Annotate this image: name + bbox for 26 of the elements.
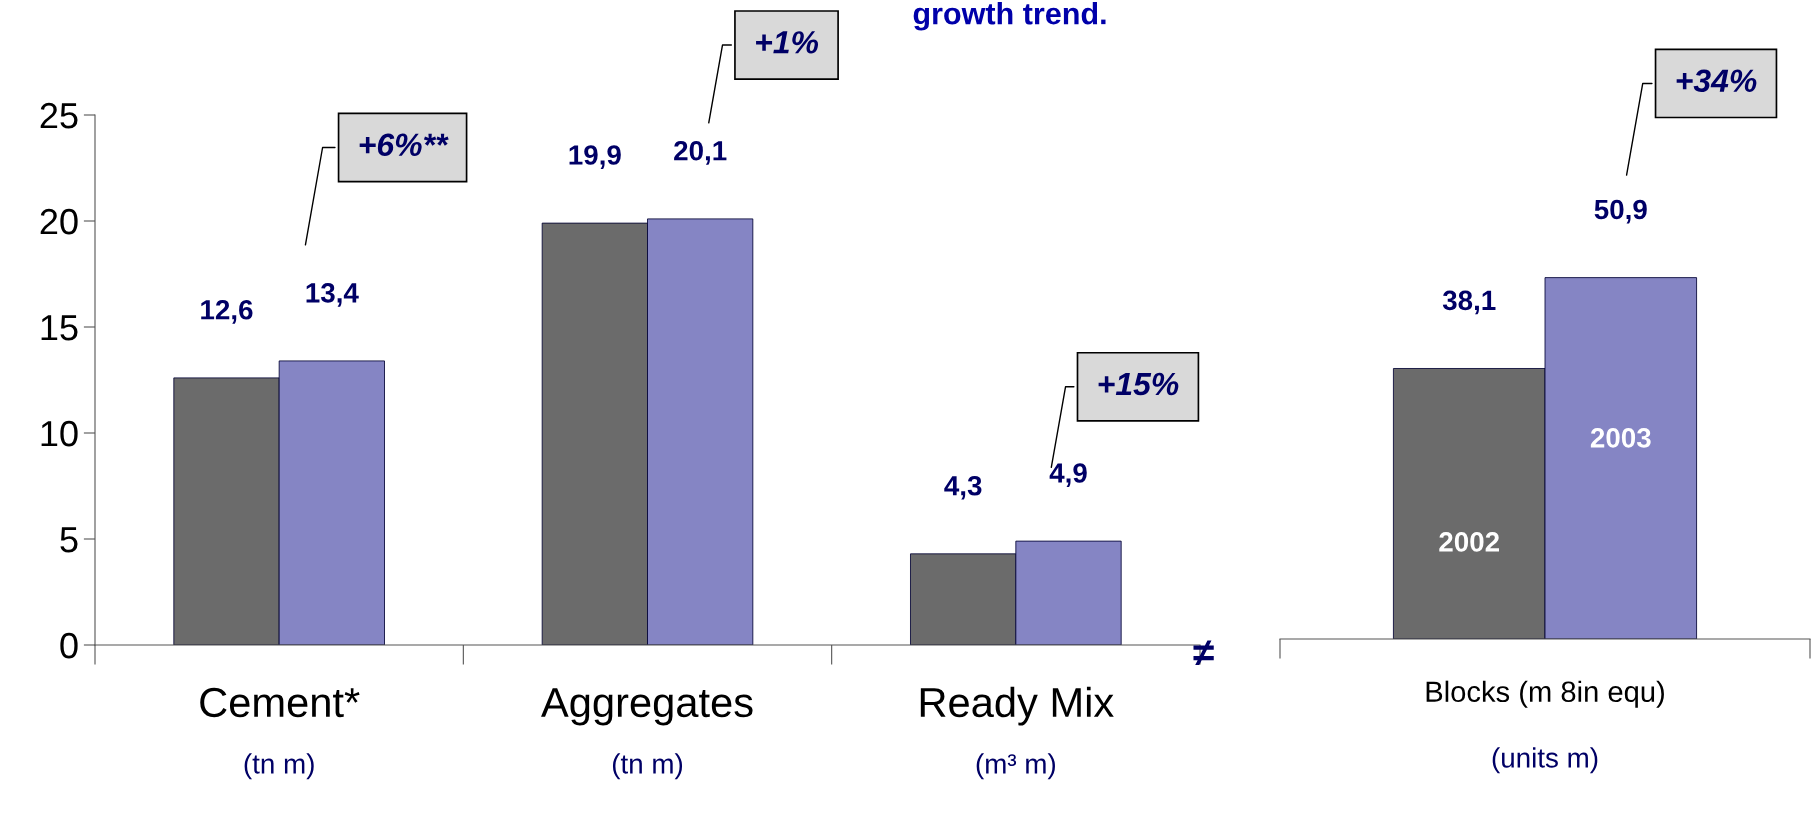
text: +34% [1676, 69, 1757, 93]
x-tick-label: Aggregates (tn m) [541, 688, 753, 780]
y-tick-label: 0 [60, 632, 78, 659]
data-label: 4,3 [944, 475, 982, 500]
data-label: 20,1 [674, 140, 727, 165]
series-label: 2002 [1439, 532, 1499, 552]
text: growth trend. [913, 2, 1106, 31]
data-label: 13,4 [306, 282, 359, 307]
y-tick-label: 20 [40, 208, 78, 235]
y-tick-label: 15 [41, 315, 78, 341]
x-tick-label: Cement* (tn m) [200, 687, 360, 780]
data-label: 4,9 [1049, 463, 1087, 487]
data-label: 19,9 [569, 145, 621, 169]
text: +1% [756, 31, 819, 54]
y-tick-label: 25 [40, 102, 78, 129]
data-label: 38,1 [1442, 290, 1496, 315]
data-label: 50,9 [1594, 199, 1647, 224]
y-tick-label: 10 [41, 420, 78, 447]
y-tick-label: 5 [60, 527, 78, 553]
x-tick-label: Ready Mix (m³ m) [920, 686, 1114, 780]
annotation: ≠ [1193, 640, 1214, 666]
annotation: +6%** [359, 133, 449, 157]
series-label: 2003 [1590, 428, 1651, 448]
data-label: 12,6 [201, 299, 253, 324]
category-label: Blocks (m 8in equ) (units m) [1426, 680, 1664, 774]
annotation: +15% [1098, 372, 1179, 396]
